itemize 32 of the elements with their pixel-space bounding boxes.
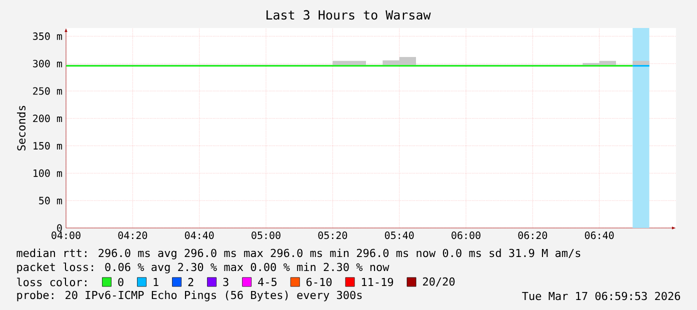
x-tick-label: 05:20 — [318, 232, 348, 240]
text: probe: 20 IPv6-ICMP Echo Pings (56 Bytes) every 300s — [17, 290, 362, 302]
x-tick-label: 05:00 — [252, 232, 280, 240]
y-tick-label: 50 m — [39, 196, 62, 204]
x-tick-label: 04:40 — [184, 232, 214, 240]
x-tick-label: 05:40 — [384, 232, 414, 240]
y-tick-label: 300 m — [33, 60, 62, 68]
text: Tue Mar 17 06:59:53 2026 — [522, 292, 680, 300]
legend-label: 20/20 — [423, 277, 455, 287]
y-tick-label: 150 m — [34, 142, 62, 150]
x-tick-label: 06:00 — [452, 232, 480, 240]
legend-label: 6-10 — [306, 278, 332, 286]
y-axis-title: Seconds — [16, 106, 26, 150]
chart-title: Last 3 Hours to Warsaw — [266, 10, 431, 20]
legend-label: 1 — [154, 278, 158, 286]
legend-label: 2 — [188, 278, 194, 286]
text: median rtt: 296.0 ms avg 296.0 ms max 296.0 ms min 296.0 ms now 0.0 ms sd 31.9 M am/s — [16, 248, 580, 260]
y-tick-label: 250 m — [33, 87, 62, 95]
x-tick-label: 04:20 — [118, 232, 148, 240]
y-tick-label: 200 m — [33, 114, 62, 122]
legend-label: 0 — [118, 278, 124, 286]
x-tick-label: 06:40 — [584, 232, 614, 240]
text: packet loss: 0.06 % avg 2.30 % max 0.00 % min 2.30 % now — [17, 262, 390, 274]
y-tick-label: 100 m — [34, 169, 62, 177]
legend-label: 11-19 — [362, 278, 394, 286]
legend-label: 3 — [223, 278, 228, 286]
x-tick-label: 06:20 — [518, 232, 548, 240]
y-tick-label: 0 — [57, 224, 62, 232]
legend-title: loss color: — [17, 278, 86, 286]
legend-label: 4-5 — [258, 278, 277, 286]
x-tick-label: 04:00 — [52, 232, 80, 240]
y-tick-label: 350 m — [33, 32, 62, 40]
